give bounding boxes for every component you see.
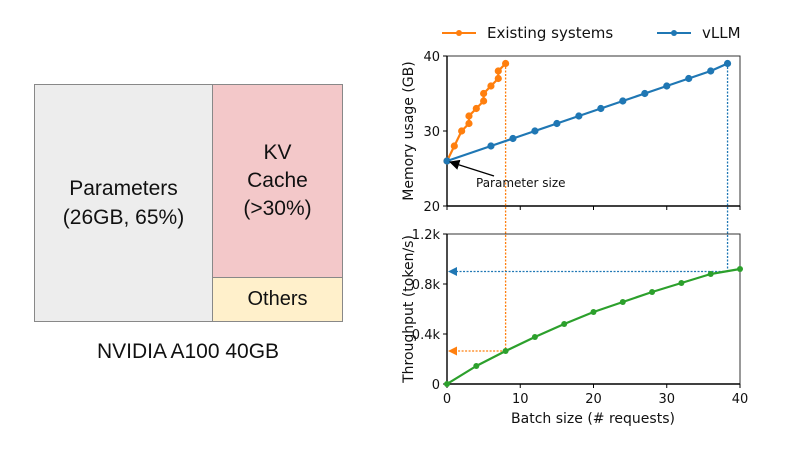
data-point [737,266,743,272]
memory-ytick-label: 20 [423,200,440,215]
data-point [465,119,473,128]
parameter-size-label: Parameter size [476,176,566,190]
parameter-size-annotation: Parameter size [449,159,566,190]
guide-arrowhead-icon [448,346,457,356]
throughput-ytick-label: 0 [432,378,440,393]
guide-lines [448,63,729,356]
memory-ylabel: Memory usage (GB) [401,61,417,200]
data-point [707,271,714,277]
others-label: Others [247,288,308,310]
others-block: Others [212,277,343,322]
data-point [553,119,561,128]
throughput-series [444,266,743,387]
memory-series [443,59,732,165]
throughput-ytick-label: 1.2k [412,228,441,243]
data-point [509,134,517,143]
data-point [619,299,626,305]
memory-ytick-label: 40 [423,50,440,65]
memory-ytick-label: 30 [423,125,440,140]
data-point [575,112,583,120]
data-point [641,89,649,98]
data-point [458,127,466,135]
throughput-axes: 0 10 20 30 40 0 0.4k 0.8k 1.2k [412,228,748,407]
data-point [597,104,605,113]
data-point [472,104,480,113]
data-point [663,82,671,90]
throughput-ytick-label: 0.4k [412,328,441,343]
throughput-xtick-label: 0 [443,392,451,407]
legend-existing-label: Existing systems [487,24,613,42]
kv-cache-block: KV Cache (>30%) [212,84,343,278]
data-point [450,142,458,150]
data-point [494,74,502,83]
memory-axes: 20 30 40 [423,50,741,215]
data-point [473,363,480,369]
data-point [531,127,539,135]
arrow-icon [449,159,495,177]
data-point [480,97,488,105]
data-point [678,280,685,286]
throughput-xtick-label: 30 [658,392,675,407]
throughput-xtick-label: 10 [512,392,529,407]
data-point [487,82,495,90]
throughput-ytick-label: 0.8k [412,278,441,293]
kv-cache-label: KV Cache (>30%) [243,141,312,220]
data-point [487,142,495,150]
data-point [619,97,627,105]
throughput-xtick-label: 20 [585,392,602,407]
data-point [480,89,488,98]
data-point [494,67,502,75]
gpu-memory-layout: Parameters (26GB, 65%) KV Cache (>30%) O… [0,0,380,454]
data-point [443,157,451,165]
guide-arrowhead-icon [448,267,457,276]
data-point [685,74,693,83]
data-point [649,289,656,295]
parameters-block: Parameters (26GB, 65%) [34,84,213,322]
data-point [707,67,715,75]
throughput-ylabel: Throughput (token/s) [401,235,417,384]
legend-existing-marker [456,30,462,36]
data-point [590,309,597,315]
legend-vllm-marker [671,30,677,36]
legend: Existing systems vLLM [442,24,741,42]
parameters-label: Parameters (26GB, 65%) [62,177,185,229]
series-line-throughput [446,267,741,385]
data-point [723,59,732,68]
legend-vllm-label: vLLM [702,24,741,42]
data-point [531,334,538,340]
data-point [502,348,509,354]
batch-size-xlabel: Batch size (# requests) [511,411,675,427]
gpu-caption: NVIDIA A100 40GB [96,340,280,363]
data-point [561,321,568,327]
data-point [444,381,450,387]
data-point [465,112,473,120]
throughput-xtick-label: 40 [732,392,749,407]
data-point [502,59,510,68]
